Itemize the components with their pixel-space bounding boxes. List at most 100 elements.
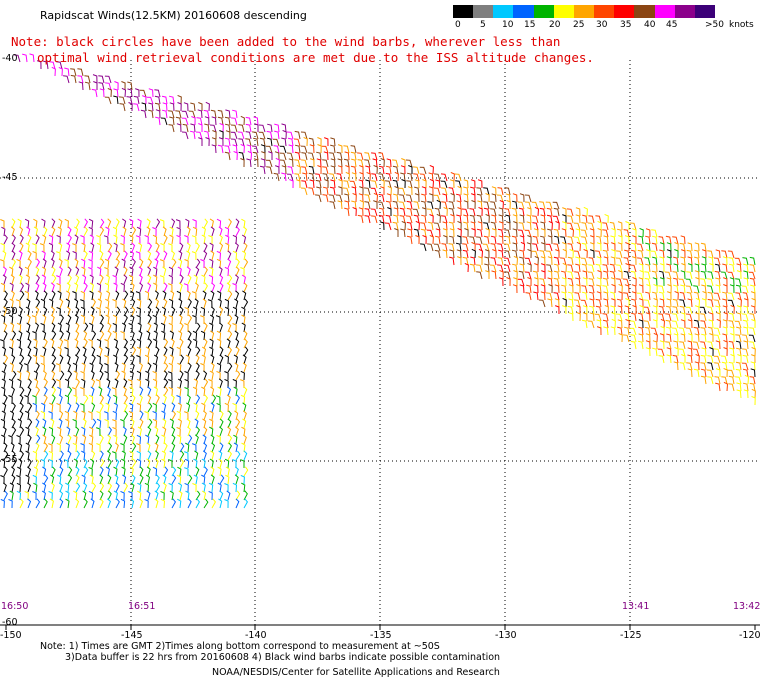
legend-label: >50 [705, 20, 724, 30]
wind-barb [575, 207, 581, 217]
wind-barb [700, 341, 707, 350]
wind-barb [96, 235, 101, 245]
wind-barb [321, 145, 329, 154]
wind-barb [1, 226, 6, 237]
wind-barb [519, 263, 525, 273]
wind-barb [41, 266, 47, 277]
wind-barb [742, 257, 749, 266]
wind-barb [138, 394, 143, 405]
wind-barb [99, 314, 105, 325]
wind-barb [462, 249, 469, 259]
wind-barb [722, 333, 728, 343]
wind-barb [749, 277, 756, 287]
wind-barb [637, 257, 644, 266]
wind-barb [163, 370, 168, 381]
wind-barb [98, 386, 103, 397]
wind-barb [42, 258, 47, 269]
wind-barb [176, 234, 181, 245]
lon-label-120: -120 [739, 630, 760, 641]
wind-barb [610, 326, 616, 336]
wind-barb [50, 282, 55, 293]
wind-barb [1, 410, 6, 421]
wind-barb [113, 95, 119, 105]
wind-barb [644, 271, 651, 280]
wind-barb [72, 362, 78, 373]
wind-barb [168, 482, 173, 493]
wind-barb [67, 386, 73, 397]
wind-barb [427, 201, 434, 210]
wind-barb [24, 363, 29, 373]
wind-barb [178, 314, 183, 325]
wind-barb [595, 305, 602, 315]
wind-barb [219, 282, 224, 293]
wind-barb [296, 164, 301, 175]
wind-barb [602, 264, 609, 273]
wind-barb [435, 228, 441, 238]
wind-barb [171, 218, 176, 229]
wind-barb [210, 466, 215, 477]
wind-barb [115, 482, 120, 493]
wind-barb [136, 355, 141, 365]
wind-barb [241, 218, 246, 229]
wind-barb [178, 258, 183, 269]
wind-barb [573, 222, 581, 231]
wind-barb [464, 262, 469, 273]
wind-barb [715, 277, 721, 287]
wind-barb [694, 361, 700, 371]
wind-barb [51, 266, 56, 277]
wind-barb [163, 282, 168, 293]
wind-barb [497, 243, 504, 252]
wind-barb [177, 498, 182, 509]
wind-barb [50, 338, 55, 349]
wind-barb [737, 297, 742, 308]
wind-barb [727, 299, 735, 308]
wind-barb [187, 330, 192, 341]
wind-barb [429, 178, 435, 189]
wind-barb [581, 285, 588, 294]
wind-barb [322, 173, 329, 182]
wind-barb [258, 131, 266, 140]
wind-barb [674, 346, 679, 357]
wind-barb [553, 207, 560, 217]
wind-barb [224, 306, 230, 317]
wind-barb [10, 442, 15, 453]
wind-barb [562, 297, 567, 308]
wind-barb [111, 387, 117, 397]
wind-barb [399, 215, 406, 224]
wind-barb [63, 75, 70, 84]
wind-barb [625, 318, 630, 329]
wind-barb [96, 443, 101, 453]
wind-barb [490, 201, 497, 210]
wind-barb [227, 450, 233, 461]
wind-barb [224, 402, 229, 413]
wind-barb [520, 241, 526, 252]
wind-barb [67, 402, 72, 413]
wind-barb [136, 346, 142, 357]
wind-barb [449, 256, 455, 266]
wind-barb [638, 333, 644, 343]
wind-barb [217, 109, 224, 119]
wind-barb [1, 378, 6, 389]
wind-barb [17, 466, 22, 477]
wind-barb [526, 284, 532, 294]
wind-barb [519, 235, 525, 245]
legend-swatch [634, 5, 656, 18]
wind-barb [104, 411, 109, 421]
wind-barb [81, 266, 86, 277]
wind-barb [227, 434, 233, 445]
wind-barb [35, 282, 40, 293]
wind-barb [687, 340, 693, 350]
wind-barb [700, 320, 707, 329]
wind-barb [89, 322, 94, 333]
wind-barb [9, 410, 15, 421]
wind-barb [567, 271, 574, 280]
wind-barb [16, 490, 22, 501]
wind-barb [373, 200, 378, 209]
wind-barb [233, 354, 238, 365]
wind-barb [674, 242, 679, 252]
wind-barb [736, 263, 742, 273]
wind-barb [596, 319, 602, 329]
wind-barb [83, 226, 89, 237]
wind-barb [209, 258, 214, 269]
wind-barb [729, 277, 735, 287]
